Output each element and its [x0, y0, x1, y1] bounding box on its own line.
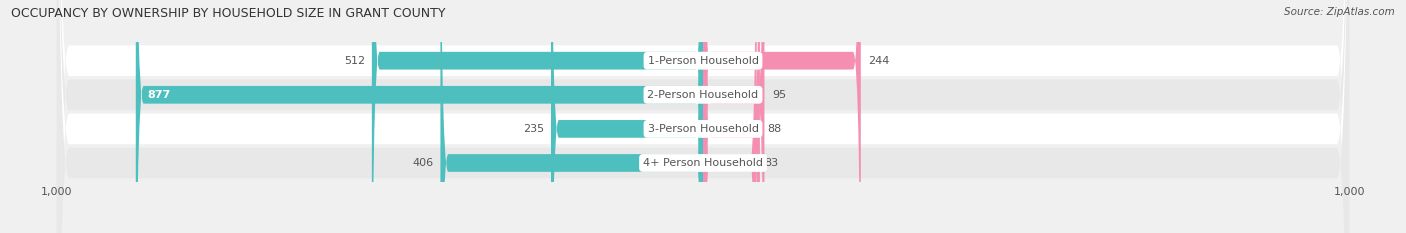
- FancyBboxPatch shape: [56, 0, 1350, 233]
- FancyBboxPatch shape: [371, 0, 703, 233]
- Text: 406: 406: [413, 158, 434, 168]
- Text: 3-Person Household: 3-Person Household: [648, 124, 758, 134]
- Text: 244: 244: [869, 56, 890, 66]
- Text: 83: 83: [765, 158, 779, 168]
- Text: OCCUPANCY BY OWNERSHIP BY HOUSEHOLD SIZE IN GRANT COUNTY: OCCUPANCY BY OWNERSHIP BY HOUSEHOLD SIZE…: [11, 7, 446, 20]
- Text: 95: 95: [772, 90, 786, 100]
- FancyBboxPatch shape: [56, 0, 1350, 233]
- Text: 1-Person Household: 1-Person Household: [648, 56, 758, 66]
- Text: 235: 235: [523, 124, 544, 134]
- FancyBboxPatch shape: [56, 0, 1350, 233]
- FancyBboxPatch shape: [703, 0, 765, 233]
- Text: 4+ Person Household: 4+ Person Household: [643, 158, 763, 168]
- Text: 512: 512: [344, 56, 366, 66]
- FancyBboxPatch shape: [703, 0, 756, 233]
- FancyBboxPatch shape: [56, 0, 1350, 233]
- Text: Source: ZipAtlas.com: Source: ZipAtlas.com: [1284, 7, 1395, 17]
- FancyBboxPatch shape: [703, 0, 860, 233]
- Text: 88: 88: [768, 124, 782, 134]
- FancyBboxPatch shape: [440, 0, 703, 233]
- Text: 877: 877: [148, 90, 170, 100]
- FancyBboxPatch shape: [703, 0, 759, 233]
- FancyBboxPatch shape: [551, 0, 703, 233]
- FancyBboxPatch shape: [136, 0, 703, 233]
- Text: 2-Person Household: 2-Person Household: [647, 90, 759, 100]
